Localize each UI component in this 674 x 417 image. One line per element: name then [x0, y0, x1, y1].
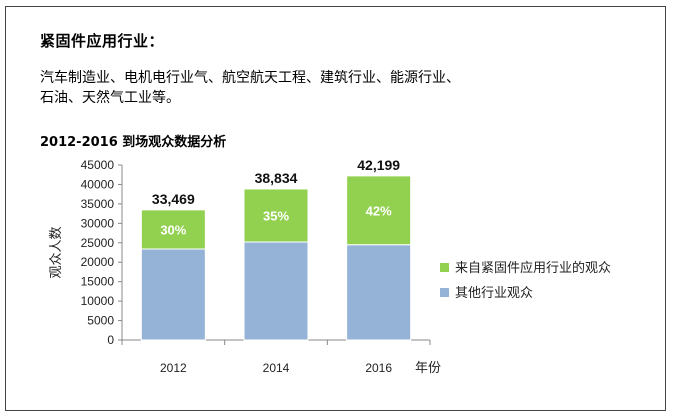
- data-label-total: 33,469: [152, 191, 195, 207]
- chart-title: 2012-2016 到场观众数据分析: [40, 135, 227, 150]
- data-label-percent: 35%: [263, 208, 289, 223]
- y-tick-label: 45000: [81, 158, 115, 172]
- industries-heading: 紧固件应用行业：: [40, 32, 165, 50]
- y-tick-label: 10000: [81, 294, 115, 308]
- data-label-percent: 30%: [160, 222, 186, 237]
- y-tick-label: 30000: [81, 216, 115, 230]
- x-tick-label: 2012: [160, 361, 187, 375]
- data-label-total: 38,834: [255, 170, 298, 186]
- y-axis-title: 观众人数: [49, 226, 64, 278]
- y-tick-label: 15000: [81, 275, 115, 289]
- bar-other-visitors: [346, 244, 412, 341]
- chart-labels: 30% 33,469 35% 38,834 42% 42,199: [152, 157, 400, 238]
- data-label-percent: 42%: [366, 203, 392, 218]
- y-tick-label: 5000: [87, 314, 114, 328]
- x-axis-title: 年份: [415, 361, 441, 376]
- bar-fastener-visitors: [346, 175, 412, 246]
- industries-line-2: 石油、天然气工业等。: [40, 90, 180, 106]
- legend-swatch: [440, 288, 449, 297]
- bar-other-visitors: [140, 248, 206, 341]
- bar-fastener-visitors: [140, 209, 206, 250]
- data-label-total: 42,199: [357, 157, 400, 173]
- chart-bars: [140, 175, 412, 341]
- y-tick-label: 25000: [81, 236, 115, 250]
- y-tick-label: 0: [107, 333, 114, 347]
- x-tick-label: 2014: [263, 361, 290, 375]
- bar-other-visitors: [243, 241, 309, 341]
- x-tick-label: 2016: [365, 361, 392, 375]
- y-tick-label: 40000: [81, 177, 115, 191]
- legend-label: 其他行业观众: [455, 286, 533, 301]
- y-tick-label: 20000: [81, 255, 115, 269]
- bar-fastener-visitors: [243, 188, 309, 243]
- content-frame: [5, 6, 666, 411]
- legend-swatch: [440, 263, 449, 272]
- legend-label: 来自紧固件应用行业的观众: [455, 260, 611, 276]
- industries-line-1: 汽车制造业、电机电行业气、航空航天工程、建筑行业、能源行业、: [40, 70, 460, 86]
- y-tick-label: 35000: [81, 197, 115, 211]
- industries-list: 汽车制造业、电机电行业气、航空航天工程、建筑行业、能源行业、 石油、天然气工业等…: [40, 68, 560, 108]
